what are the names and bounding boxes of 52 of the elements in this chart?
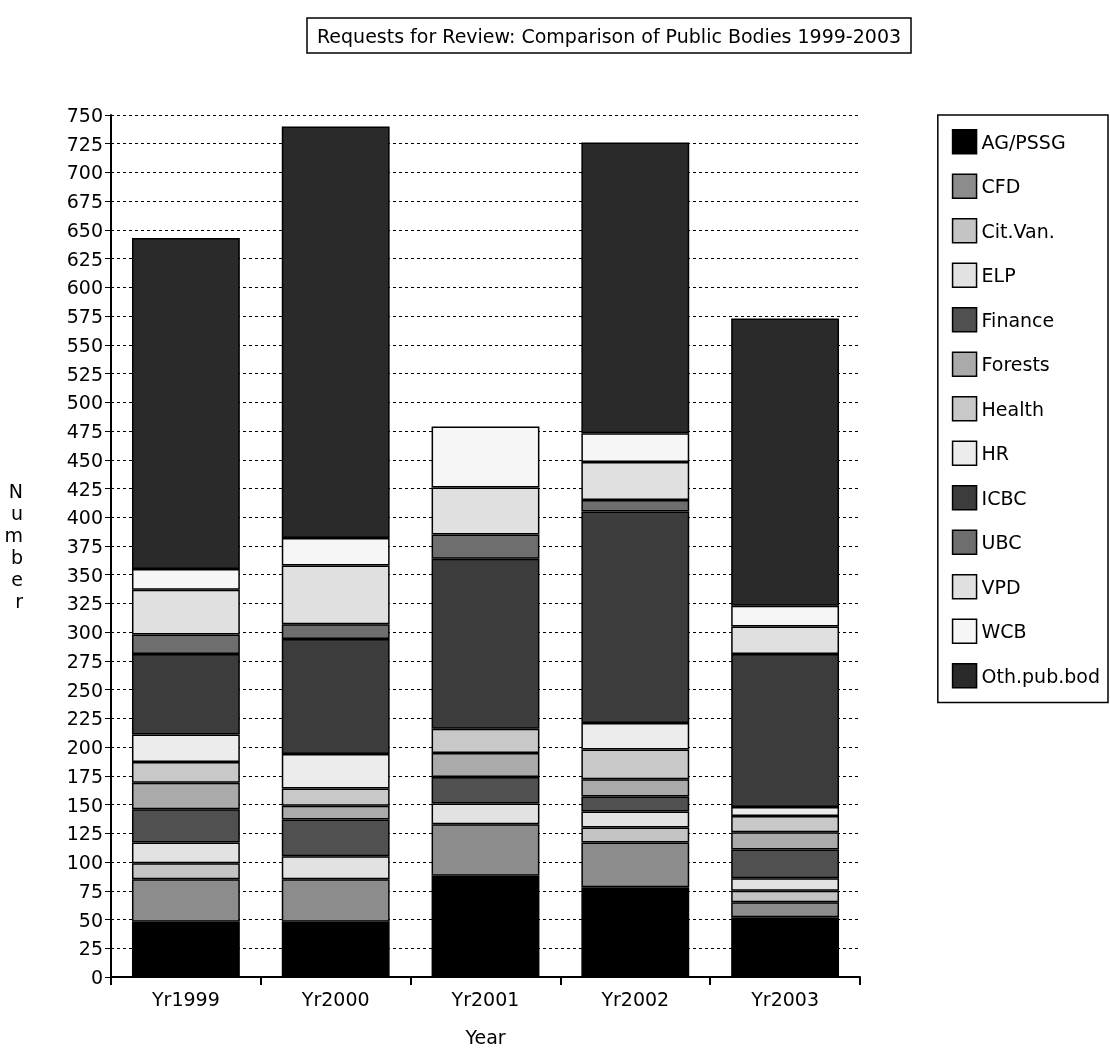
chart-title: Requests for Review: Comparison of Public Bodies 1999-2003 — [317, 24, 902, 47]
y-axis-title: Number — [4, 480, 24, 612]
legend-label: Health — [981, 397, 1044, 420]
legend-label: VPD — [981, 575, 1021, 598]
y-tick-label: 225 — [66, 707, 103, 730]
x-tick-label: Yr1999 — [151, 987, 220, 1010]
y-tick-label: 25 — [78, 937, 103, 960]
y-tick-label: 450 — [66, 448, 103, 471]
y-tick-label: 750 — [66, 104, 103, 126]
legend-label: Oth.pub.bod — [981, 664, 1100, 687]
y-tick-label: 650 — [66, 218, 103, 241]
x-tick-label: Yr2002 — [600, 987, 670, 1010]
y-tick-label: 725 — [66, 132, 103, 155]
y-tick-label: 350 — [66, 563, 103, 586]
y-tick-label: 100 — [66, 851, 103, 874]
legend-label: Cit.Van. — [981, 219, 1055, 242]
x-tick-label: Yr2003 — [750, 987, 819, 1010]
legend-label: WCB — [981, 620, 1027, 643]
y-tick-label: 400 — [66, 506, 103, 529]
y-tick-label: 125 — [66, 822, 103, 845]
y-tick-label: 500 — [66, 391, 103, 414]
legend-label: UBC — [981, 531, 1022, 554]
y-tick-label: 175 — [66, 764, 103, 787]
legend-label: ICBC — [981, 486, 1027, 509]
legend-label: CFD — [981, 175, 1021, 198]
y-tick-label: 525 — [66, 362, 103, 385]
y-tick-label: 0 — [90, 966, 103, 988]
y-tick-label: 675 — [66, 190, 103, 213]
y-tick-label: 575 — [66, 305, 103, 328]
y-tick-label: 275 — [66, 649, 103, 672]
y-tick-label: 325 — [66, 592, 103, 615]
y-tick-label: 550 — [66, 333, 103, 356]
legend-label: ELP — [981, 264, 1016, 287]
legend-label: HR — [981, 442, 1010, 465]
y-tick-label: 200 — [66, 736, 103, 759]
y-tick-label: 375 — [66, 535, 103, 557]
y-tick-label: 250 — [66, 678, 103, 701]
x-tick-label: Yr2000 — [300, 987, 370, 1010]
y-tick-label: 75 — [78, 879, 103, 902]
y-tick-label: 50 — [78, 908, 103, 931]
y-tick-label: 150 — [66, 793, 103, 816]
x-tick-label: Yr2001 — [450, 987, 520, 1010]
y-tick-label: 425 — [66, 477, 103, 500]
y-tick-label: 625 — [66, 247, 103, 270]
y-tick-label: 700 — [66, 161, 103, 184]
y-tick-label: 475 — [66, 420, 103, 443]
legend-label: Finance — [981, 308, 1055, 331]
legend-label: AG/PSSG — [981, 130, 1066, 153]
legend-label: Forests — [981, 353, 1050, 376]
y-tick-label: 300 — [66, 621, 103, 644]
x-axis-title: Year — [464, 1025, 506, 1048]
y-tick-label: 600 — [66, 276, 103, 299]
